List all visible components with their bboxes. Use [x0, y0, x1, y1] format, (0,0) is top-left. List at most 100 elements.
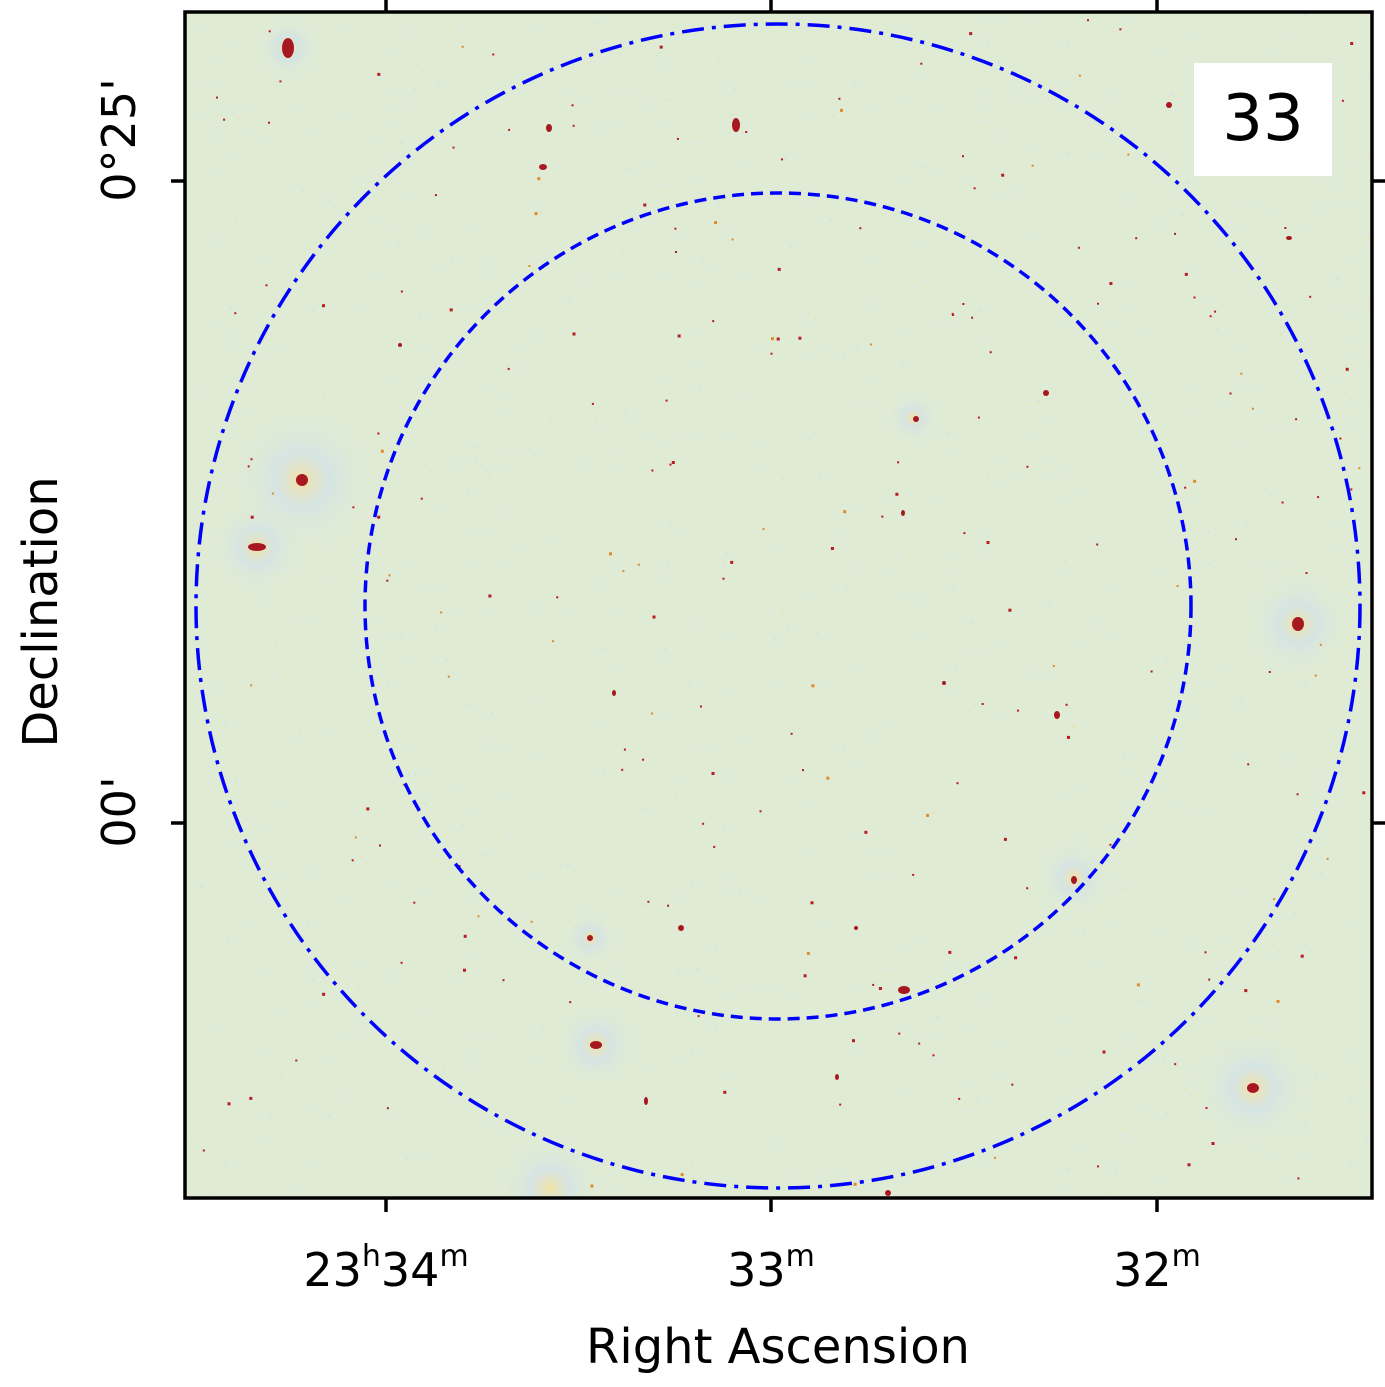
noise-speck — [611, 904, 614, 907]
noise-speck — [1091, 308, 1094, 311]
noise-speck — [558, 432, 561, 435]
noise-speck — [305, 1103, 308, 1106]
noise-speck — [328, 1115, 331, 1118]
noise-speck — [1116, 637, 1118, 640]
noise-speck — [723, 230, 726, 233]
noise-speck — [313, 876, 316, 879]
faint-source — [713, 845, 716, 848]
faint-source — [1297, 1177, 1300, 1180]
noise-speck — [1101, 1045, 1104, 1048]
noise-speck — [1344, 1048, 1347, 1051]
noise-speck — [463, 812, 466, 815]
noise-speck — [997, 135, 1000, 138]
noise-speck — [1161, 49, 1164, 52]
noise-speck — [1233, 269, 1236, 272]
noise-speck — [657, 575, 660, 578]
noise-speck — [266, 682, 269, 684]
noise-speck — [1194, 1065, 1196, 1068]
noise-speck — [800, 780, 803, 783]
noise-speck — [684, 1182, 687, 1185]
faint-source — [712, 320, 715, 323]
noise-speck — [799, 115, 802, 118]
faint-source — [776, 337, 780, 341]
noise-speck — [399, 562, 402, 565]
faint-source — [388, 574, 391, 577]
noise-speck — [1245, 416, 1248, 419]
noise-speck — [1366, 237, 1369, 240]
faint-source — [1001, 173, 1005, 177]
noise-speck — [573, 66, 576, 69]
noise-speck — [674, 796, 677, 799]
noise-speck — [797, 1174, 799, 1177]
noise-speck — [925, 927, 928, 930]
noise-speck — [685, 895, 688, 898]
noise-speck — [992, 1194, 995, 1196]
noise-speck — [215, 690, 218, 693]
faint-source — [1350, 488, 1353, 491]
noise-speck — [311, 870, 313, 873]
noise-speck — [370, 136, 373, 139]
noise-speck — [476, 83, 479, 85]
noise-speck — [1279, 333, 1282, 336]
noise-speck — [299, 244, 302, 247]
noise-speck — [508, 794, 511, 797]
faint-source — [556, 596, 559, 599]
noise-speck — [272, 105, 275, 108]
noise-speck — [1042, 675, 1045, 678]
noise-speck — [1066, 1167, 1069, 1170]
noise-speck — [361, 968, 363, 971]
noise-speck — [1036, 402, 1039, 405]
noise-speck — [365, 963, 368, 965]
noise-speck — [409, 192, 412, 195]
faint-source — [971, 316, 974, 319]
noise-speck — [933, 811, 936, 814]
noise-speck — [593, 1119, 596, 1122]
noise-speck — [1150, 771, 1153, 774]
noise-speck — [940, 172, 943, 175]
noise-speck — [884, 271, 886, 274]
noise-speck — [405, 1157, 408, 1160]
noise-speck — [900, 596, 903, 599]
noise-speck — [217, 33, 220, 36]
noise-speck — [638, 610, 641, 612]
noise-speck — [1328, 547, 1330, 550]
faint-source — [864, 830, 868, 834]
noise-speck — [633, 418, 636, 421]
noise-speck — [269, 1114, 272, 1117]
noise-speck — [979, 551, 982, 554]
noise-speck — [1086, 439, 1089, 442]
noise-speck — [384, 1111, 387, 1113]
noise-speck — [413, 747, 415, 750]
noise-speck — [611, 60, 614, 63]
noise-speck — [802, 319, 805, 322]
noise-speck — [1204, 58, 1207, 61]
noise-speck — [541, 1025, 544, 1028]
noise-speck — [1112, 1009, 1115, 1012]
noise-speck — [755, 1063, 758, 1066]
noise-speck — [589, 344, 592, 347]
noise-speck — [464, 564, 467, 567]
noise-speck — [1064, 560, 1067, 563]
noise-speck — [1034, 110, 1037, 113]
noise-speck — [562, 92, 565, 94]
faint-source — [1150, 670, 1153, 673]
radio-source — [590, 1041, 602, 1049]
noise-speck — [560, 864, 563, 867]
noise-speck — [972, 1068, 975, 1070]
faint-source — [973, 187, 976, 190]
noise-speck — [1115, 585, 1118, 588]
radio-source — [913, 416, 919, 422]
noise-speck — [364, 808, 367, 811]
noise-speck — [1101, 798, 1104, 801]
noise-speck — [897, 557, 900, 560]
noise-speck — [1155, 809, 1158, 812]
noise-speck — [960, 104, 963, 107]
noise-speck — [583, 111, 586, 114]
faint-source — [677, 334, 681, 338]
noise-speck — [242, 287, 245, 290]
noise-speck — [1097, 536, 1100, 539]
noise-speck — [1092, 567, 1095, 570]
noise-speck — [292, 740, 295, 743]
faint-source — [572, 124, 575, 127]
noise-speck — [1269, 575, 1272, 578]
